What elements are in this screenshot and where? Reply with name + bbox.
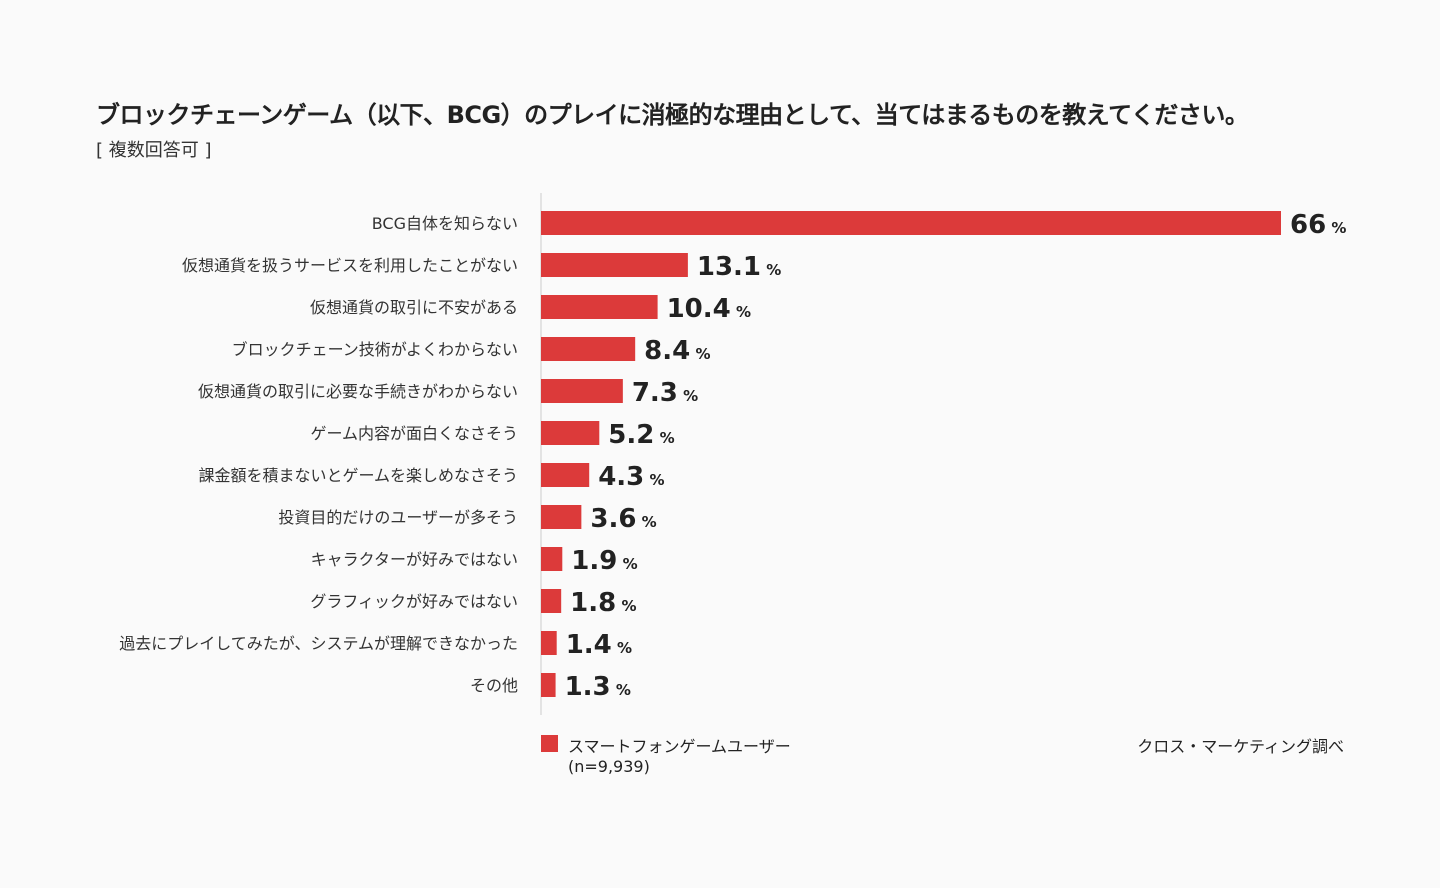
category-label: 過去にプレイしてみたが、システムが理解できなかった [119, 634, 518, 653]
value-label: 1.9 % [571, 546, 637, 576]
source-note: クロス・マーケティング調べ [1137, 737, 1344, 756]
value-label: 4.3 % [598, 462, 664, 492]
bar [541, 421, 600, 445]
category-label: BCG自体を知らない [372, 214, 518, 233]
category-label: 仮想通貨の取引に必要な手続きがわからない [198, 382, 518, 401]
bar [541, 463, 590, 487]
bar [541, 295, 658, 319]
legend: スマートフォンゲームユーザー (n=9,939) [541, 733, 791, 776]
category-label: グラフィックが好みではない [310, 592, 518, 611]
value-unit: % [612, 639, 632, 657]
value-number: 66 [1290, 210, 1326, 240]
chart-subtitle: [ 複数回答可 ] [96, 140, 212, 161]
value-number: 7.3 [632, 378, 678, 408]
value-label: 10.4 % [667, 294, 751, 324]
bar [541, 547, 563, 571]
value-number: 13.1 [697, 252, 761, 282]
value-unit: % [636, 513, 656, 531]
category-label: ブロックチェーン技術がよくわからない [232, 340, 518, 359]
category-label: 仮想通貨の取引に不安がある [310, 298, 518, 317]
bar [541, 673, 556, 697]
legend-swatch [541, 735, 558, 752]
legend-sample-size: (n=9,939) [568, 757, 650, 776]
legend-label: スマートフォンゲームユーザー [568, 737, 791, 756]
value-unit: % [1326, 219, 1346, 237]
value-label: 1.8 % [570, 588, 636, 618]
value-unit: % [644, 471, 664, 489]
value-unit: % [616, 597, 636, 615]
category-label: ゲーム内容が面白くなさそう [310, 424, 518, 443]
bar [541, 589, 562, 613]
value-label: 13.1 % [697, 252, 781, 282]
bar [541, 505, 582, 529]
value-number: 1.8 [570, 588, 616, 618]
category-label: 投資目的だけのユーザーが多そう [278, 508, 518, 527]
value-number: 4.3 [598, 462, 644, 492]
value-unit: % [731, 303, 751, 321]
category-label: 仮想通貨を扱うサービスを利用したことがない [182, 256, 518, 275]
bar [541, 211, 1281, 235]
bar [541, 379, 623, 403]
value-unit: % [617, 555, 637, 573]
chart-title: ブロックチェーンゲーム（以下、BCG）のプレイに消極的な理由として、当てはまるも… [96, 101, 1249, 129]
value-number: 1.3 [565, 672, 611, 702]
bar [541, 253, 688, 277]
value-number: 3.6 [590, 504, 636, 534]
value-number: 5.2 [608, 420, 654, 450]
value-number: 8.4 [644, 336, 690, 366]
value-label: 3.6 % [590, 504, 656, 534]
category-label: その他 [470, 676, 518, 695]
value-number: 1.9 [571, 546, 617, 576]
value-unit: % [611, 681, 631, 699]
value-label: 1.3 % [565, 672, 631, 702]
value-unit: % [690, 345, 710, 363]
value-label: 66 % [1290, 210, 1346, 240]
value-label: 5.2 % [608, 420, 674, 450]
value-label: 7.3 % [632, 378, 698, 408]
value-unit: % [678, 387, 698, 405]
value-number: 1.4 [566, 630, 612, 660]
bar [541, 337, 636, 361]
value-unit: % [761, 261, 781, 279]
category-label: キャラクターが好みではない [311, 550, 518, 569]
value-label: 1.4 % [566, 630, 632, 660]
value-unit: % [654, 429, 674, 447]
bar [541, 631, 557, 655]
value-label: 8.4 % [644, 336, 710, 366]
value-number: 10.4 [667, 294, 731, 324]
category-label: 課金額を積まないとゲームを楽しめなさそう [198, 466, 518, 485]
